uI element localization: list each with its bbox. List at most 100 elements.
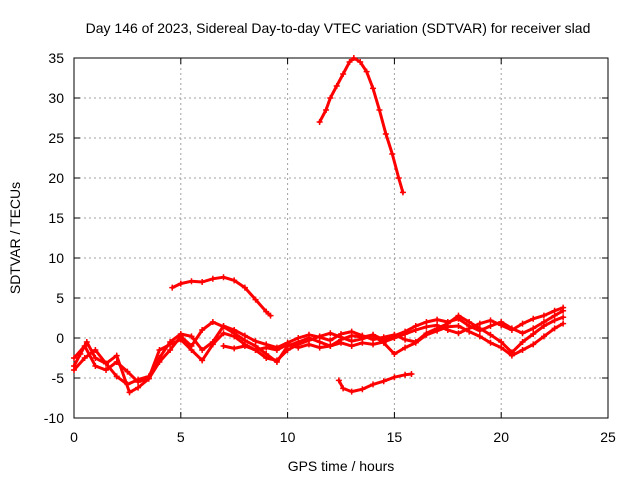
- data-point: [263, 355, 270, 361]
- data-point: [560, 304, 567, 311]
- data-point: [423, 323, 430, 330]
- data-point: [402, 331, 409, 337]
- data-point: [380, 378, 387, 385]
- x-tick-label: 10: [280, 429, 296, 445]
- data-point: [135, 384, 142, 391]
- data-point: [103, 367, 110, 373]
- data-point: [357, 59, 364, 65]
- data-point: [231, 345, 238, 352]
- data-point: [267, 312, 274, 319]
- y-tick-label: 15: [48, 210, 64, 226]
- data-point: [350, 55, 357, 61]
- data-point: [126, 389, 133, 396]
- data-point: [370, 85, 377, 92]
- data-point: [199, 357, 206, 364]
- data-point: [540, 323, 547, 329]
- series-line-low-arc: [337, 372, 413, 394]
- data-point: [389, 151, 396, 157]
- data-point: [209, 319, 216, 325]
- data-point: [348, 388, 355, 395]
- data-point: [71, 355, 77, 361]
- data-point: [519, 339, 526, 345]
- data-point: [340, 71, 347, 77]
- data-point: [530, 341, 537, 348]
- grid: [74, 58, 608, 418]
- data-point: [402, 371, 409, 378]
- data-point: [498, 339, 505, 345]
- data-point: [540, 333, 547, 340]
- data-point: [466, 325, 473, 332]
- y-tick-label: 0: [56, 330, 64, 346]
- tick-labels: 0 5 10 15 20 25 -10 -5 0 5 10 15 20 25 30 35: [44, 50, 616, 445]
- data-point: [338, 339, 344, 346]
- x-tick-label: 25: [600, 429, 616, 445]
- data-point: [444, 327, 451, 333]
- data-point: [412, 339, 419, 346]
- series-line-track-a: [72, 309, 565, 394]
- data-point: [295, 335, 302, 341]
- x-tick-label: 15: [387, 429, 403, 445]
- data-point: [551, 307, 558, 314]
- y-tick-label: 20: [48, 170, 64, 186]
- data-point: [560, 320, 567, 327]
- data-point: [498, 344, 505, 351]
- series-group: [71, 55, 567, 396]
- data-point: [263, 308, 270, 315]
- data-point: [395, 175, 402, 181]
- data-point: [177, 331, 184, 337]
- data-point: [335, 377, 342, 384]
- data-point: [412, 327, 419, 333]
- data-point: [188, 278, 195, 285]
- data-point: [316, 119, 323, 125]
- data-point: [263, 344, 270, 351]
- data-point: [295, 344, 302, 351]
- data-point: [71, 367, 77, 373]
- data-point: [220, 274, 227, 281]
- data-point: [231, 333, 238, 340]
- data-point: [305, 341, 312, 348]
- data-point: [135, 379, 142, 385]
- data-point: [252, 338, 259, 345]
- data-point: [113, 359, 120, 365]
- series-line-high-arc: [318, 56, 405, 194]
- data-point: [81, 343, 88, 349]
- data-point: [241, 343, 248, 349]
- data-point: [188, 333, 195, 340]
- data-point: [199, 347, 206, 353]
- data-point: [252, 347, 259, 353]
- data-point: [199, 327, 206, 333]
- data-point: [241, 332, 248, 339]
- data-point: [434, 327, 441, 334]
- data-point: [455, 323, 462, 329]
- y-tick-label: 25: [48, 130, 64, 146]
- data-point: [92, 363, 99, 369]
- data-point: [359, 339, 366, 346]
- data-point: [327, 343, 334, 349]
- data-point: [519, 320, 526, 327]
- data-point: [177, 336, 184, 343]
- data-point: [220, 330, 227, 337]
- data-point: [241, 284, 248, 291]
- y-tick-label: 10: [48, 250, 64, 266]
- data-point: [169, 284, 176, 291]
- y-tick-label: -10: [44, 410, 64, 426]
- data-point: [434, 316, 441, 323]
- data-point: [380, 339, 387, 345]
- data-point: [359, 386, 366, 393]
- y-tick-label: 35: [48, 50, 64, 66]
- data-point: [305, 331, 312, 338]
- data-point: [370, 341, 377, 348]
- data-point: [487, 323, 494, 329]
- data-point: [376, 107, 383, 113]
- data-point: [455, 330, 462, 337]
- data-point: [167, 341, 174, 348]
- data-point: [209, 341, 216, 348]
- data-point: [363, 68, 370, 75]
- data-point: [220, 323, 227, 329]
- series-line-mid-arc: [170, 275, 272, 318]
- y-axis-title: SDTVAR / TECUs: [7, 182, 23, 294]
- data-point: [434, 322, 441, 329]
- data-point: [338, 334, 344, 341]
- y-tick-label: 5: [56, 290, 64, 306]
- series-line-track-c: [72, 322, 565, 384]
